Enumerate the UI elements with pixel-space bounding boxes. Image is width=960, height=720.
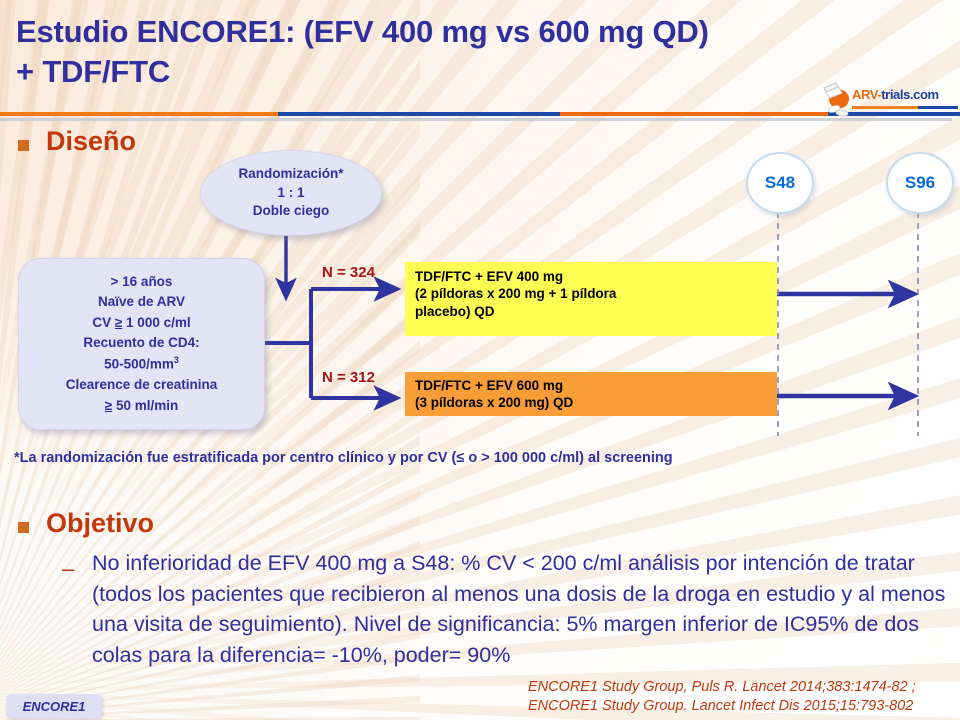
randomization-bubble: Randomización* 1 : 1 Doble ciego	[200, 150, 382, 236]
design-bullet-icon	[18, 140, 29, 151]
arm-1-line1: TDF/FTC + EFV 400 mg	[415, 269, 564, 284]
objective-dash-icon: –	[62, 556, 75, 581]
arv-trials-logo: ARV-trials.com	[822, 82, 958, 122]
timepoint-label-s96: S96	[904, 173, 936, 192]
objective-heading: Objetivo	[46, 508, 155, 538]
randomization-line2: 1 : 1	[277, 184, 305, 200]
citation-line1: ENCORE1 Study Group, Puls R. Lancet 2014…	[528, 679, 916, 695]
logo-text-trials: trials	[881, 87, 910, 102]
divider-segment-blue-left	[278, 112, 560, 116]
page-title-line1: Estudio ENCORE1: (EFV 400 mg vs 600 mg Q…	[16, 14, 709, 49]
citation-line2: ENCORE1 Study Group. Lancet Infect Dis 2…	[528, 698, 914, 715]
arm-1-n-label: N = 324	[322, 264, 375, 281]
criteria-creatinine-label: Clearence de creatinina	[65, 377, 218, 393]
logo-underline-blue	[918, 106, 958, 109]
criteria-cd4-range: 50-500/mm3	[104, 355, 179, 372]
page-title-line2: + TDF/FTC	[16, 54, 171, 90]
randomization-line3: Doble ciego	[252, 203, 330, 219]
criteria-cd4-label: Recuento de CD4:	[83, 335, 200, 351]
citation-block: ENCORE1 Study Group, Puls R. Lancet 2014…	[528, 678, 948, 717]
criteria-creatinine-value: ≥ 50 ml/min	[104, 397, 179, 413]
objective-bullet-icon	[18, 522, 29, 533]
inclusion-criteria-box: > 16 años Naïve de ARV CV ≥ 1 000 c/ml R…	[18, 258, 265, 430]
logo-text: ARV-trials.com	[852, 87, 939, 102]
timepoint-label-s48: S48	[764, 173, 796, 192]
design-heading: Diseño	[46, 126, 137, 156]
arm-1-line2: (2 píldoras x 200 mg + 1 píldora	[415, 286, 617, 302]
arm-2-line2: (3 píldoras x 200 mg) QD	[415, 395, 574, 411]
treatment-arm-600mg: TDF/FTC + EFV 600 mg (3 píldoras x 200 m…	[405, 372, 777, 416]
timepoint-circle-s48: S48	[746, 152, 814, 214]
criteria-viral-load: CV ≥ 1 000 c/ml	[92, 314, 191, 330]
divider-segment-orange-left	[0, 112, 278, 116]
divider-segment-orange-right	[560, 112, 828, 116]
divider-segment-blue-right	[828, 112, 960, 116]
randomization-line1: Randomización*	[238, 166, 344, 182]
logo-text-arv: ARV-	[852, 87, 882, 102]
randomization-footnote: *La randomización fue estratificada por …	[14, 450, 673, 466]
criteria-naive: Naïve de ARV	[97, 294, 186, 310]
logo-text-com: .com	[909, 87, 939, 102]
study-badge: ENCORE1	[6, 694, 102, 718]
objective-body-text: No inferioridad de EFV 400 mg a S48: % C…	[92, 551, 946, 667]
arm-2-n-label: N = 312	[322, 369, 375, 386]
divider-shadow	[0, 118, 952, 121]
criteria-age: > 16 años	[110, 273, 173, 289]
arm-2-line1: TDF/FTC + EFV 600 mg	[415, 378, 564, 393]
logo-underline-orange	[852, 106, 918, 109]
study-badge-label: ENCORE1	[22, 698, 86, 714]
timepoint-circle-s96: S96	[886, 152, 954, 214]
pill-bottle-icon	[823, 82, 849, 117]
treatment-arm-400mg: TDF/FTC + EFV 400 mg (2 píldoras x 200 m…	[405, 262, 777, 336]
arm-1-line3: placebo) QD	[415, 303, 495, 319]
page-title: Estudio ENCORE1: (EFV 400 mg vs 600 mg Q…	[16, 12, 816, 93]
